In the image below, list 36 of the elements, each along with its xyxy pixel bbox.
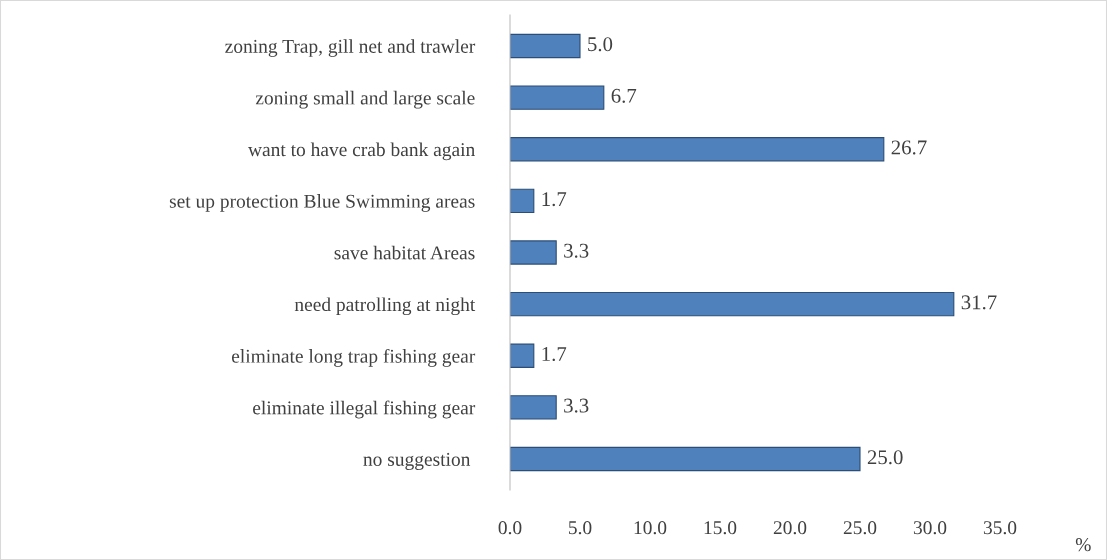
y-tick-label: eliminate long trap fishing gear	[231, 348, 476, 367]
x-tick-label: 0.0	[498, 521, 522, 535]
data-label: 26.7	[891, 140, 927, 155]
x-tick-label: 5.0	[568, 521, 592, 535]
data-label: 1.7	[542, 192, 567, 207]
y-tick-label: need patrolling at night	[294, 297, 476, 316]
x-tick-label: 15.0	[704, 521, 737, 535]
bar	[510, 291, 955, 317]
data-label: 5.0	[588, 37, 613, 52]
bar	[510, 33, 581, 59]
x-tick-label: 20.0	[773, 521, 807, 535]
bar	[510, 85, 605, 110]
bar	[510, 395, 557, 420]
x-tick-label: 30.0	[913, 521, 947, 535]
y-tick-label: set up protection Blue Swimming areas	[169, 194, 475, 212]
y-tick-label: want to have crab bank again	[247, 142, 475, 161]
bar	[510, 188, 535, 214]
bar	[510, 446, 861, 472]
x-tick-label: 25.0	[843, 521, 877, 535]
data-label: 3.3	[564, 398, 589, 413]
bar	[510, 240, 557, 265]
data-label: 31.7	[961, 295, 997, 310]
x-tick-label: 10.0	[634, 521, 667, 535]
data-label: 25.0	[867, 450, 903, 465]
y-tick-label: zoning small and large scale	[255, 90, 475, 109]
bar	[510, 343, 535, 368]
y-tick-label: eliminate illegal fishing gear	[253, 400, 476, 419]
data-label: 1.7	[542, 347, 567, 362]
x-axis-title: %	[1075, 538, 1091, 552]
y-tick-label: save habitat Areas	[334, 245, 475, 260]
x-tick-label: 35.0	[983, 521, 1017, 535]
data-label: 3.3	[564, 243, 589, 258]
y-tick-label: zoning Trap, gill net and trawler	[225, 39, 476, 57]
data-label: 6.7	[611, 88, 637, 103]
y-tick-label: no suggestion	[363, 452, 471, 470]
bar	[510, 137, 885, 162]
